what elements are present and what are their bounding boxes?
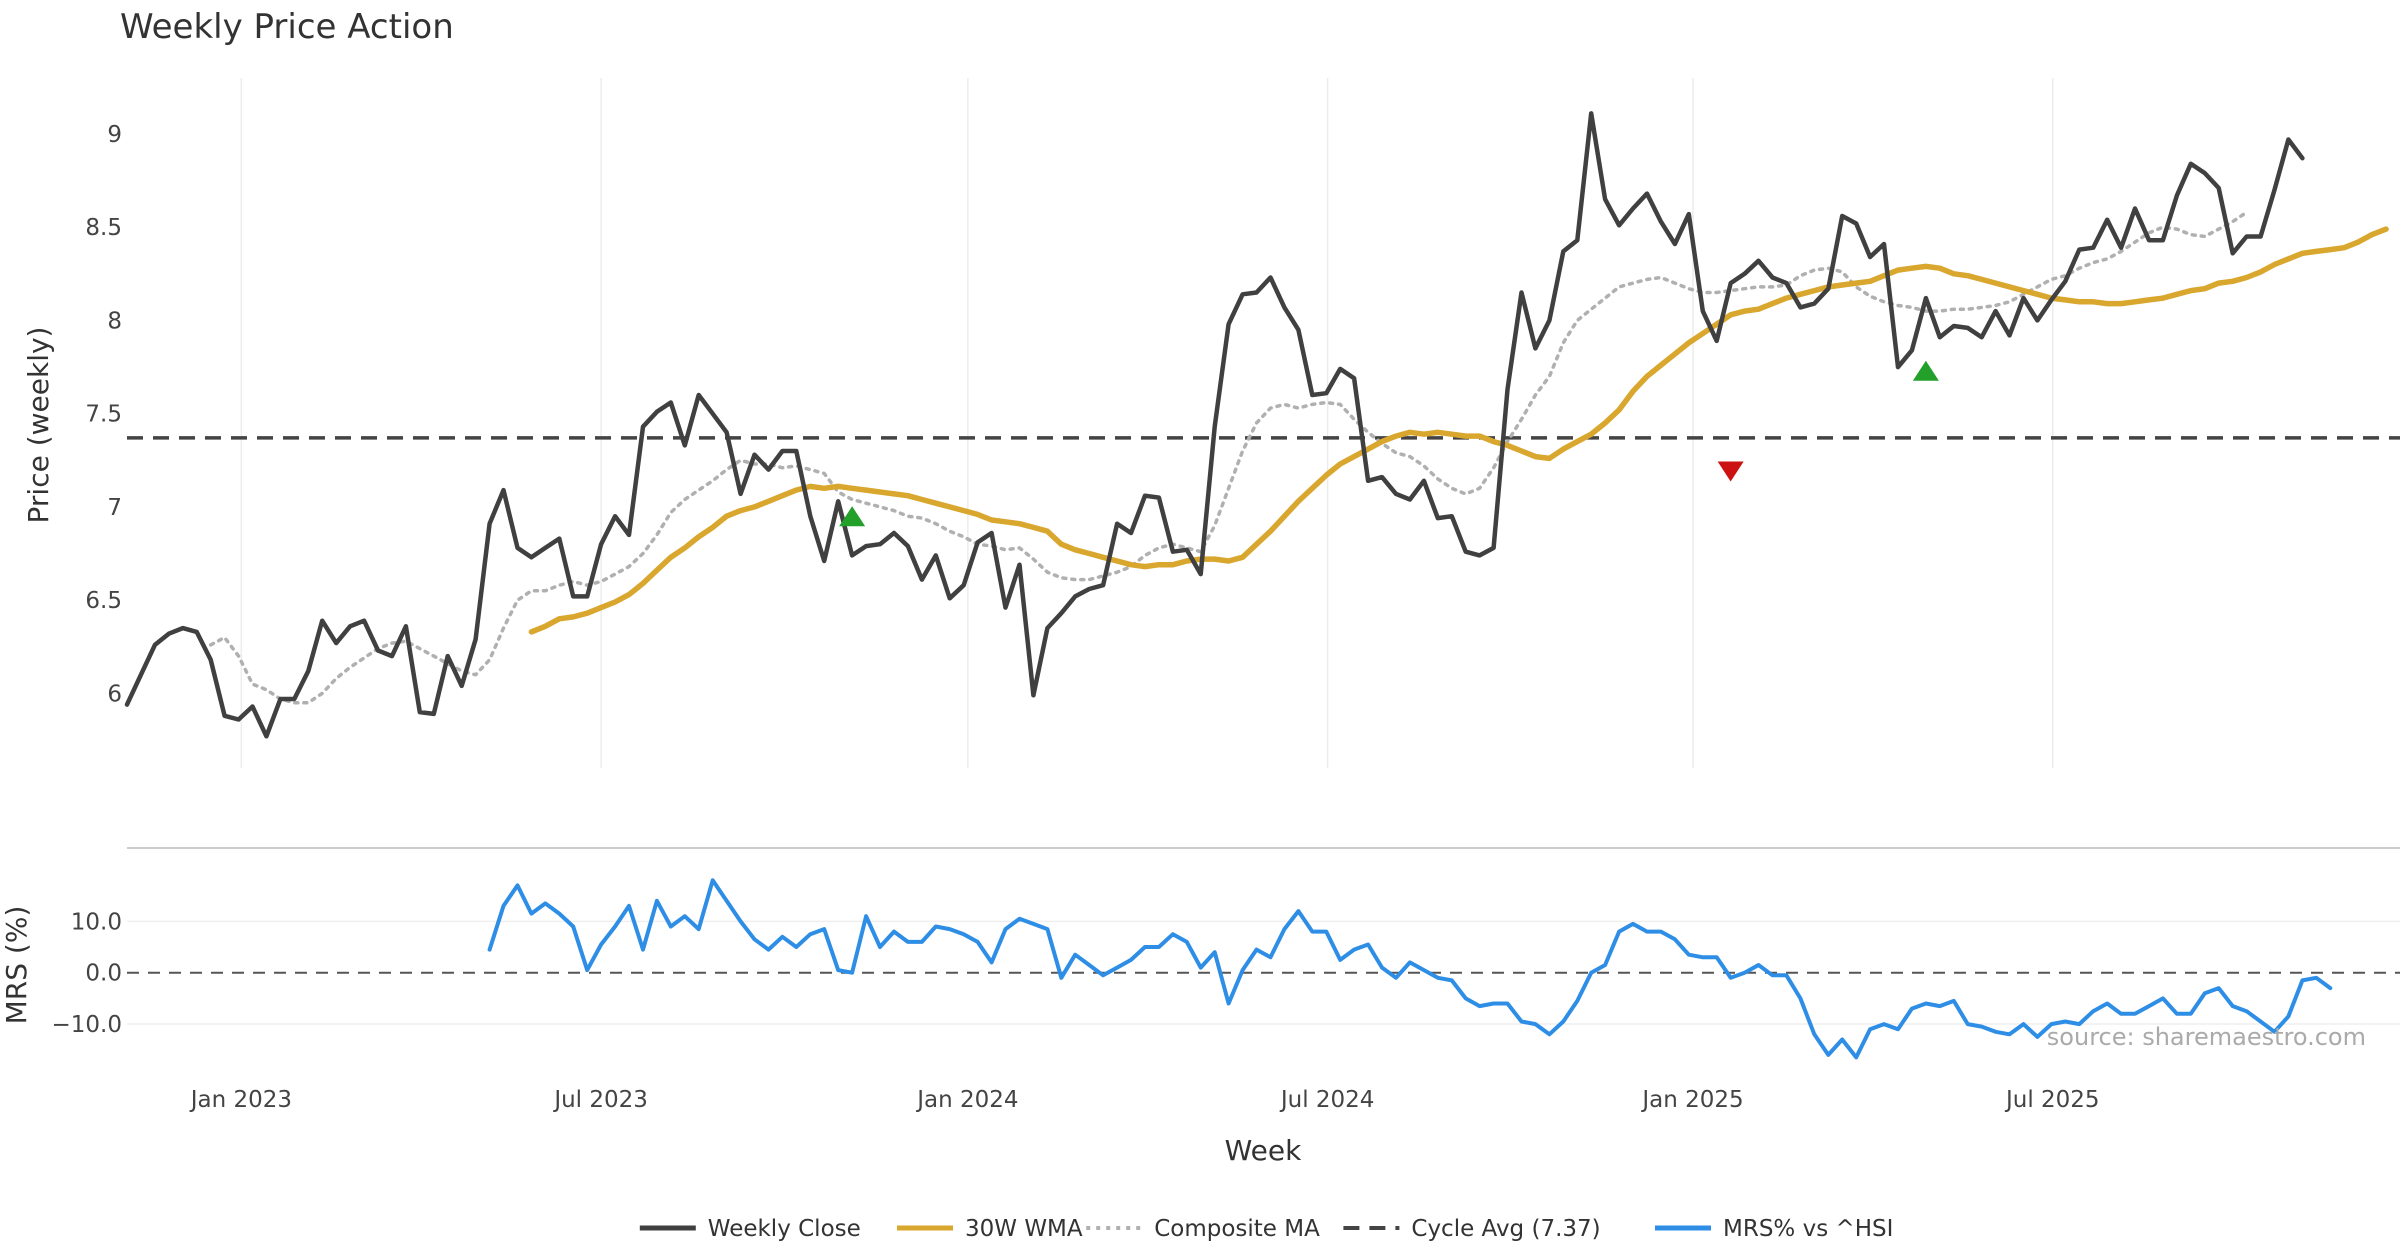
x-tick-label: Jan 2024 xyxy=(915,1087,1018,1113)
x-tick-label: Jul 2025 xyxy=(2004,1087,2100,1113)
buy-signal-marker xyxy=(1912,360,1939,381)
x-tick-label: Jan 2023 xyxy=(189,1087,292,1113)
x-axis-title: Week xyxy=(1225,1134,1302,1167)
mrs-y-tick-label: 10.0 xyxy=(71,909,122,935)
legend-item: MRS% vs ^HSI xyxy=(1655,1216,1893,1242)
signal-markers xyxy=(839,360,1939,527)
axis-ticks: Jan 2023 Jul 2023 Jan 2024 Jul 2024 Jan 2025… xyxy=(52,122,2100,1113)
x-tick-label: Jul 2023 xyxy=(552,1087,648,1113)
legend: Weekly Close 30W WMA Composite MA Cycle Avg… xyxy=(639,1216,1893,1242)
legend-label: Cycle Avg (7.37) xyxy=(1411,1216,1600,1242)
source-watermark: source: sharemaestro.com xyxy=(2047,1023,2366,1051)
x-tick-label: Jul 2024 xyxy=(1279,1087,1375,1113)
price-y-tick-label: 7.5 xyxy=(85,402,122,428)
legend-label: Weekly Close xyxy=(708,1216,861,1242)
reference-lines xyxy=(127,436,2400,974)
price-y-tick-label: 8 xyxy=(107,308,122,334)
buy-signal-marker xyxy=(839,506,866,527)
composite-ma-line xyxy=(208,210,2249,705)
price-y-tick-label: 9 xyxy=(107,122,122,148)
weekly-close-line xyxy=(124,111,2305,739)
sell-signal-marker xyxy=(1717,461,1744,482)
chart-title: Weekly Price Action xyxy=(120,7,454,47)
x-tick-label: Jan 2025 xyxy=(1640,1087,1743,1113)
price-y-axis-title: Price (weekly) xyxy=(22,327,55,524)
mrs-y-axis-title: MRS (%) xyxy=(0,906,33,1025)
legend-item: 30W WMA xyxy=(897,1216,1083,1242)
price-y-tick-label: 8.5 xyxy=(85,215,122,241)
legend-label: 30W WMA xyxy=(965,1216,1083,1242)
legend-item: Composite MA xyxy=(1086,1216,1320,1242)
price-y-tick-label: 7 xyxy=(107,495,122,521)
gridlines xyxy=(127,78,2400,1025)
price-y-tick-label: 6 xyxy=(107,681,122,707)
mrs-y-tick-label: −10.0 xyxy=(52,1012,122,1038)
mrs-line xyxy=(487,878,2333,1060)
price-y-tick-label: 6.5 xyxy=(85,588,122,614)
wma-30w-line xyxy=(528,226,2389,635)
series-lines xyxy=(124,111,2389,1060)
legend-item: Weekly Close xyxy=(639,1216,861,1242)
legend-label: MRS% vs ^HSI xyxy=(1723,1216,1893,1242)
mrs-y-tick-label: 0.0 xyxy=(85,961,122,987)
legend-item: Cycle Avg (7.37) xyxy=(1343,1216,1601,1242)
legend-label: Composite MA xyxy=(1154,1216,1320,1242)
